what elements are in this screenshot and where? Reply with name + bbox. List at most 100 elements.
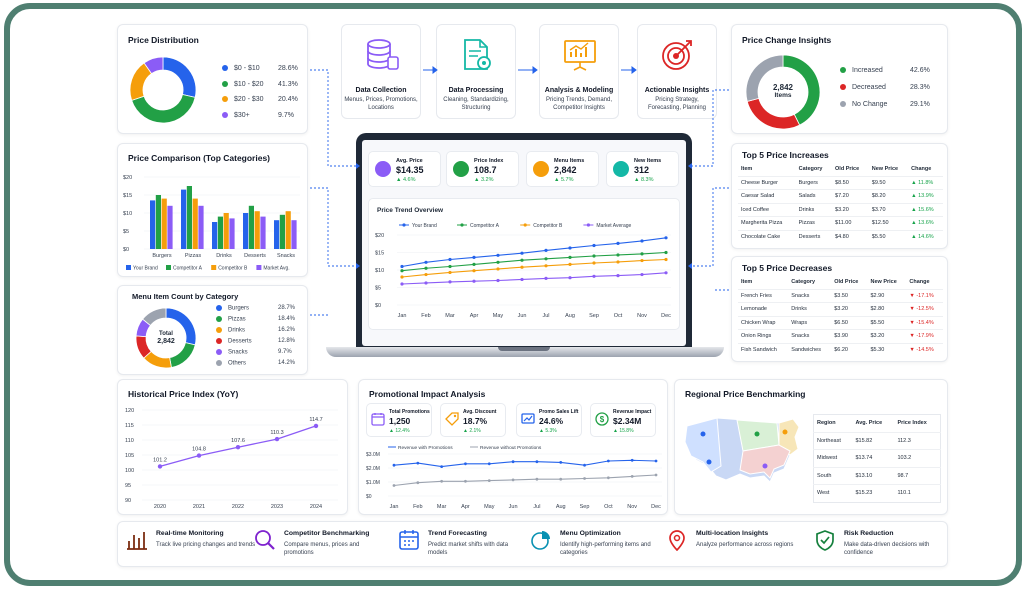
legend-label: Your Brand (412, 223, 437, 229)
legend-swatch (256, 265, 262, 270)
promo-tile-change: ▲ 5.3% (539, 428, 557, 434)
bar (229, 218, 235, 249)
table-cell: $3.20 (831, 302, 868, 316)
data-point (424, 281, 428, 285)
data-point (416, 461, 420, 465)
price-change-legend-pct: 29.1% (910, 101, 930, 108)
table-cell: Snacks (788, 329, 832, 343)
price-trend-chart: Your Brand Competitor A Competitor B Market… (375, 223, 671, 319)
data-point (520, 251, 524, 255)
table-cell: $13.10 (852, 466, 895, 485)
data-point (496, 260, 500, 264)
y-tick-label: $2.0M (366, 466, 380, 472)
menu-count-slice (142, 307, 167, 327)
table-cell: $5.50 (867, 315, 907, 330)
table-cell: 112.3 (894, 431, 941, 450)
sales-lift-icon (521, 413, 535, 424)
table-row: Caesar Salad Salads $7.20 $8.20 ▲ 13.9% (738, 189, 943, 203)
table-header: New Price (871, 166, 899, 173)
promo-impact-chart: Revenue with Promotions Revenue without P… (366, 445, 662, 510)
x-tick-label: Jun (509, 504, 518, 510)
series-line (401, 258, 667, 278)
price-distribution-legend-item: $10 - $20 (222, 81, 264, 88)
y-tick-label: $0 (366, 494, 372, 500)
legend-label: Competitor A (173, 266, 203, 272)
menu-count-center-label: Total (159, 331, 173, 337)
x-tick-label: 2024 (310, 504, 322, 510)
bar (243, 213, 249, 249)
table-header: Old Price (835, 166, 860, 173)
data-point (664, 250, 668, 255)
process-data-collection: Data Collection Menus, Prices, Promotion… (341, 24, 421, 119)
legend-swatch (216, 316, 222, 322)
menu-count-title: Menu Item Count by Category (132, 292, 239, 301)
legend-marker (523, 223, 527, 227)
menu-count-donut (135, 307, 197, 369)
table-cell: $4.80 (832, 229, 869, 244)
legend-marker (402, 223, 406, 227)
promo-revenue-impact: $ Revenue Impact $2.34M ▲ 15.8% (590, 403, 656, 437)
x-tick-label: Feb (421, 313, 430, 319)
table-row: Chicken Wrap Wraps $6.50 $5.50 ▼ -15.4% (738, 315, 943, 330)
x-tick-label: Snacks (277, 253, 295, 259)
kpi-label: Menu Items (554, 158, 585, 164)
y-tick-label: $10 (375, 268, 384, 274)
kpi-menu-items: Menu Items 2,842 ▲ 5.7% (526, 151, 599, 187)
historical-index-card: Historical Price Index (YoY) 120 115 110 10… (117, 379, 348, 515)
data-point (496, 267, 500, 271)
feature-title: Multi-location Insights (696, 530, 769, 537)
promo-impact-title: Promotional Impact Analysis (369, 389, 486, 399)
x-tick-label: Oct (614, 313, 623, 319)
top-decreases-title: Top 5 Price Decreases (742, 263, 833, 273)
feature-title: Real-time Monitoring (156, 530, 224, 537)
legend-swatch (166, 265, 171, 270)
data-point (616, 274, 620, 278)
price-change-legend: Increased 42.6% Decreased 28.3% No Change 29.… (840, 67, 944, 117)
table-cell: $8.50 (832, 175, 869, 190)
calendar-icon (371, 413, 385, 426)
top-decreases-card: Top 5 Price Decreases Item Category Old Pr… (731, 256, 948, 362)
data-point (464, 462, 467, 466)
price-distribution-legend-pct: 9.7% (278, 111, 294, 119)
table-cell: $6.50 (831, 315, 868, 330)
promo-tile-change: ▲ 2.1% (463, 428, 481, 434)
table-cell: ▲ 11.8% (908, 175, 943, 190)
table-cell: Fish Sandwich (738, 342, 789, 357)
index-chart-icon (453, 161, 469, 177)
legend-swatch (222, 80, 228, 87)
feature-competitor-benchmarking: Competitor Benchmarking Compare menus, p… (254, 523, 394, 563)
bar (223, 213, 229, 249)
x-tick-label: 2023 (271, 504, 283, 510)
x-tick-label: Apr (470, 313, 479, 319)
table-header: Item (741, 166, 753, 173)
menu-count-legend-pct: 14.2% (278, 360, 296, 366)
feature-title: Trend Forecasting (428, 530, 487, 537)
new-item-icon (613, 161, 629, 177)
legend-label: No Change (852, 101, 888, 108)
data-point (472, 255, 476, 259)
data-point (630, 475, 634, 478)
menu-count-legend-item: Pizzas (216, 316, 246, 323)
x-tick-label: Mar (445, 313, 455, 319)
table-row: Cheese Burger Burgers $8.50 $9.50 ▲ 11.8% (738, 175, 943, 190)
data-point (640, 272, 644, 277)
menu-count-slice (169, 342, 196, 368)
table-cell: Pizzas (795, 216, 833, 230)
data-point (535, 460, 539, 464)
data-point (424, 260, 428, 264)
menu-count-card: Menu Item Count by Category Total 2,842 … (117, 285, 308, 375)
document-gear-icon (464, 39, 491, 70)
table-cell: Northeast (813, 431, 853, 450)
promo-total-promotions: Total Promotions 1,250 ▲ 12.4% (366, 403, 432, 437)
y-tick-label: $20 (375, 233, 384, 239)
table-cell: ▼ -14.5% (906, 342, 943, 357)
y-tick-label: $1.0M (366, 480, 380, 486)
promo-tile-change: ▲ 12.4% (389, 428, 410, 434)
data-point (424, 266, 428, 270)
process-subtitle: Cleaning, Standardizing, Structuring (443, 97, 509, 111)
table-cell: ▼ -17.9% (906, 329, 943, 343)
table-cell: South (813, 466, 853, 485)
price-change-legend-item: Increased (840, 67, 883, 74)
price-change-legend-item: No Change (840, 101, 887, 108)
table-row: Onion Rings Snacks $3.90 $3.20 ▼ -17.9% (738, 329, 943, 343)
